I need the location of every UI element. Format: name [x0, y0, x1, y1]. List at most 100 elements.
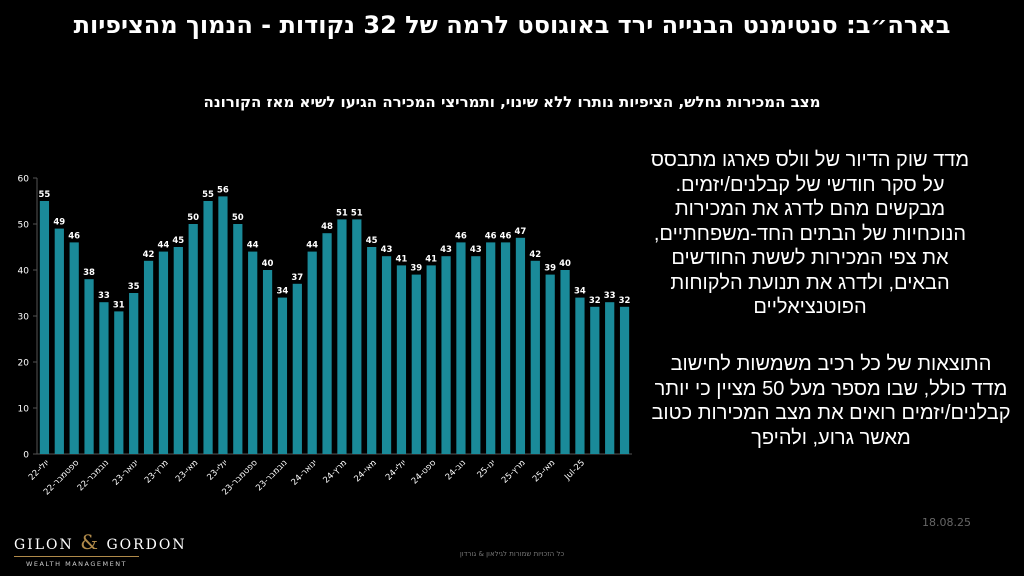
bar [143, 260, 154, 454]
x-tick-label: מאי-23 [174, 458, 200, 484]
bar-value-label: 49 [53, 218, 65, 228]
bar-value-label: 55 [39, 190, 51, 200]
bar [605, 302, 615, 454]
bar [381, 256, 392, 454]
x-tick-label: יולי-22 [27, 458, 52, 483]
bar [500, 242, 511, 454]
x-tick-label: נובמבר-23 [254, 458, 289, 493]
x-tick-label: מרץ-23 [143, 458, 171, 486]
bar-value-label: 44 [158, 241, 170, 251]
bar-value-label: 47 [515, 227, 527, 237]
bar [54, 228, 64, 454]
bar-value-label: 32 [589, 296, 601, 306]
x-tick-label: מרץ-24 [321, 458, 349, 486]
bar [292, 283, 302, 454]
bar-value-label: 35 [128, 282, 140, 292]
bar-value-label: 40 [262, 259, 274, 269]
x-tick-label: ינואר-23 [111, 458, 141, 488]
logo-brand-right: GORDON [106, 537, 187, 553]
y-tick-label: 20 [18, 359, 30, 369]
bar [173, 247, 183, 454]
bar-value-label: 32 [619, 296, 631, 306]
bar-value-label: 33 [98, 291, 110, 301]
bar-value-label: 46 [455, 231, 467, 241]
bar-value-label: 51 [351, 208, 363, 218]
bar-value-label: 45 [366, 236, 378, 246]
page-title: בארה״ב: סנטימנט הבנייה ירד באוגוסט לרמה … [73, 11, 951, 39]
bar-value-label: 43 [470, 245, 482, 255]
logo-brand-left: GILON [14, 537, 74, 553]
bar [203, 201, 213, 454]
bar [367, 247, 377, 454]
company-logo: GILON & GORDON WEALTH MANAGEMENT [14, 530, 185, 568]
bar [471, 256, 481, 454]
bar-value-label: 39 [544, 264, 556, 274]
y-tick-label: 50 [18, 221, 30, 231]
bar [158, 251, 169, 454]
bar [590, 306, 600, 454]
x-tick-label: יולי-23 [205, 458, 230, 483]
bar-value-label: 44 [306, 241, 318, 251]
bar [456, 242, 466, 454]
bar [129, 293, 139, 454]
x-tick-label: נוב-24 [444, 458, 468, 482]
bar [530, 260, 540, 454]
bar-value-label: 40 [559, 259, 571, 269]
description-paragraph-1: מדד שוק הדיור של וולס פארגו מתבסס על סקר… [650, 149, 970, 318]
y-tick-label: 10 [18, 405, 30, 415]
footer-copyright: כל הזכויות שמורות לגילאון & גורדון [459, 550, 565, 558]
bar [69, 242, 79, 454]
bar [486, 242, 496, 454]
bar-value-label: 33 [604, 291, 616, 301]
x-tick-label: מאי-24 [352, 458, 378, 484]
bar [188, 224, 198, 454]
bar [545, 274, 555, 454]
x-tick-label: מאי-25 [531, 458, 557, 484]
x-tick-label: Jul-25 [562, 458, 587, 483]
bar [575, 297, 585, 454]
bar-value-label: 51 [336, 208, 348, 218]
bar [277, 297, 288, 454]
bar-value-label: 34 [277, 287, 289, 297]
bar [411, 274, 421, 454]
bar-value-label: 34 [574, 287, 586, 297]
bar [515, 237, 526, 454]
page-subtitle: מצב המכירות נחלש, הציפיות נותרו ללא שינו… [203, 93, 821, 111]
bar-value-label: 45 [172, 236, 184, 246]
bar [560, 270, 570, 454]
date-label: 18.08.25 [922, 516, 971, 529]
bar-value-label: 50 [187, 213, 199, 223]
bar-value-label: 31 [113, 300, 125, 310]
bar [337, 219, 347, 454]
bar-value-label: 43 [381, 245, 393, 255]
logo-subtitle: WEALTH MANAGEMENT [14, 556, 139, 568]
x-tick-label: ינואר-24 [290, 458, 320, 488]
bar-value-label: 42 [143, 250, 155, 260]
bar [248, 251, 258, 454]
bar-value-label: 50 [232, 213, 244, 223]
bar [352, 219, 362, 454]
bar [396, 265, 407, 454]
x-tick-label: מרץ-25 [500, 458, 528, 486]
logo-ampersand: & [80, 530, 101, 554]
bar-value-label: 41 [396, 254, 408, 264]
bar [426, 265, 436, 454]
bar-value-label: 48 [321, 222, 333, 232]
bar [99, 302, 109, 454]
x-tick-label: יולי-24 [384, 458, 409, 483]
bar [39, 201, 50, 454]
y-tick-label: 40 [18, 267, 30, 277]
bar-value-label: 43 [440, 245, 452, 255]
bar-value-label: 44 [247, 241, 259, 251]
bar [84, 279, 94, 454]
bar-value-label: 41 [425, 254, 437, 264]
bar [441, 256, 451, 454]
bar [262, 270, 273, 454]
bar-value-label: 37 [291, 273, 303, 283]
bar [322, 233, 332, 454]
bar [114, 311, 124, 454]
x-tick-label: נובמבר-22 [76, 458, 111, 493]
bar-value-label: 42 [529, 250, 541, 260]
bar [619, 306, 630, 454]
